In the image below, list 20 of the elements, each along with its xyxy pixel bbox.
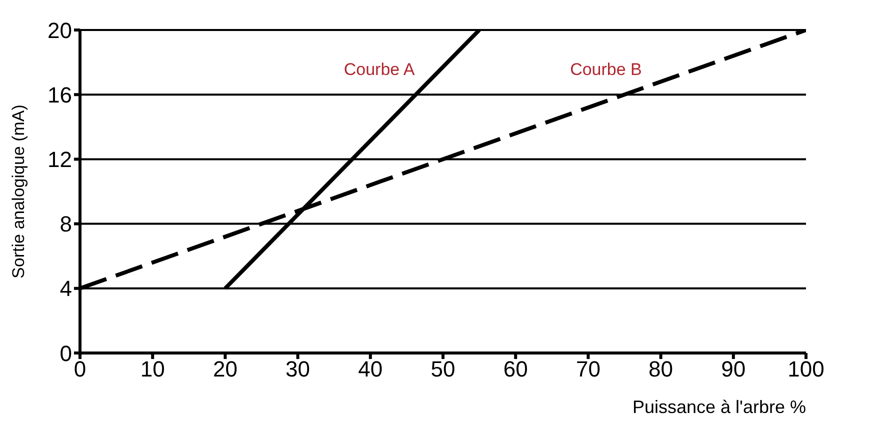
x-tick-label: 60 — [503, 356, 528, 382]
y-tick-label: 12 — [48, 147, 72, 172]
series-label: Courbe B — [570, 60, 642, 79]
x-tick-label: 90 — [721, 356, 746, 382]
x-tick-label: 70 — [576, 356, 600, 382]
y-tick-label: 0 — [60, 340, 72, 366]
y-tick-label: 8 — [60, 212, 72, 237]
x-tick-label: 80 — [648, 356, 674, 382]
x-tick-label: 20 — [212, 356, 238, 382]
x-axis-title: Puissance à l'arbre % — [632, 397, 806, 417]
x-tick-label: 50 — [430, 356, 456, 382]
y-tick-label: 4 — [60, 276, 72, 302]
x-tick-label: 30 — [286, 356, 310, 382]
series-label: Courbe A — [344, 60, 416, 79]
x-tick-label: 10 — [140, 356, 165, 382]
x-tick-label: 100 — [788, 356, 824, 382]
x-tick-label: 40 — [358, 356, 383, 382]
y-tick-label: 20 — [48, 18, 72, 43]
y-tick-label: 16 — [48, 82, 72, 108]
y-axis-title: Sortie analogique (mA) — [9, 104, 28, 278]
